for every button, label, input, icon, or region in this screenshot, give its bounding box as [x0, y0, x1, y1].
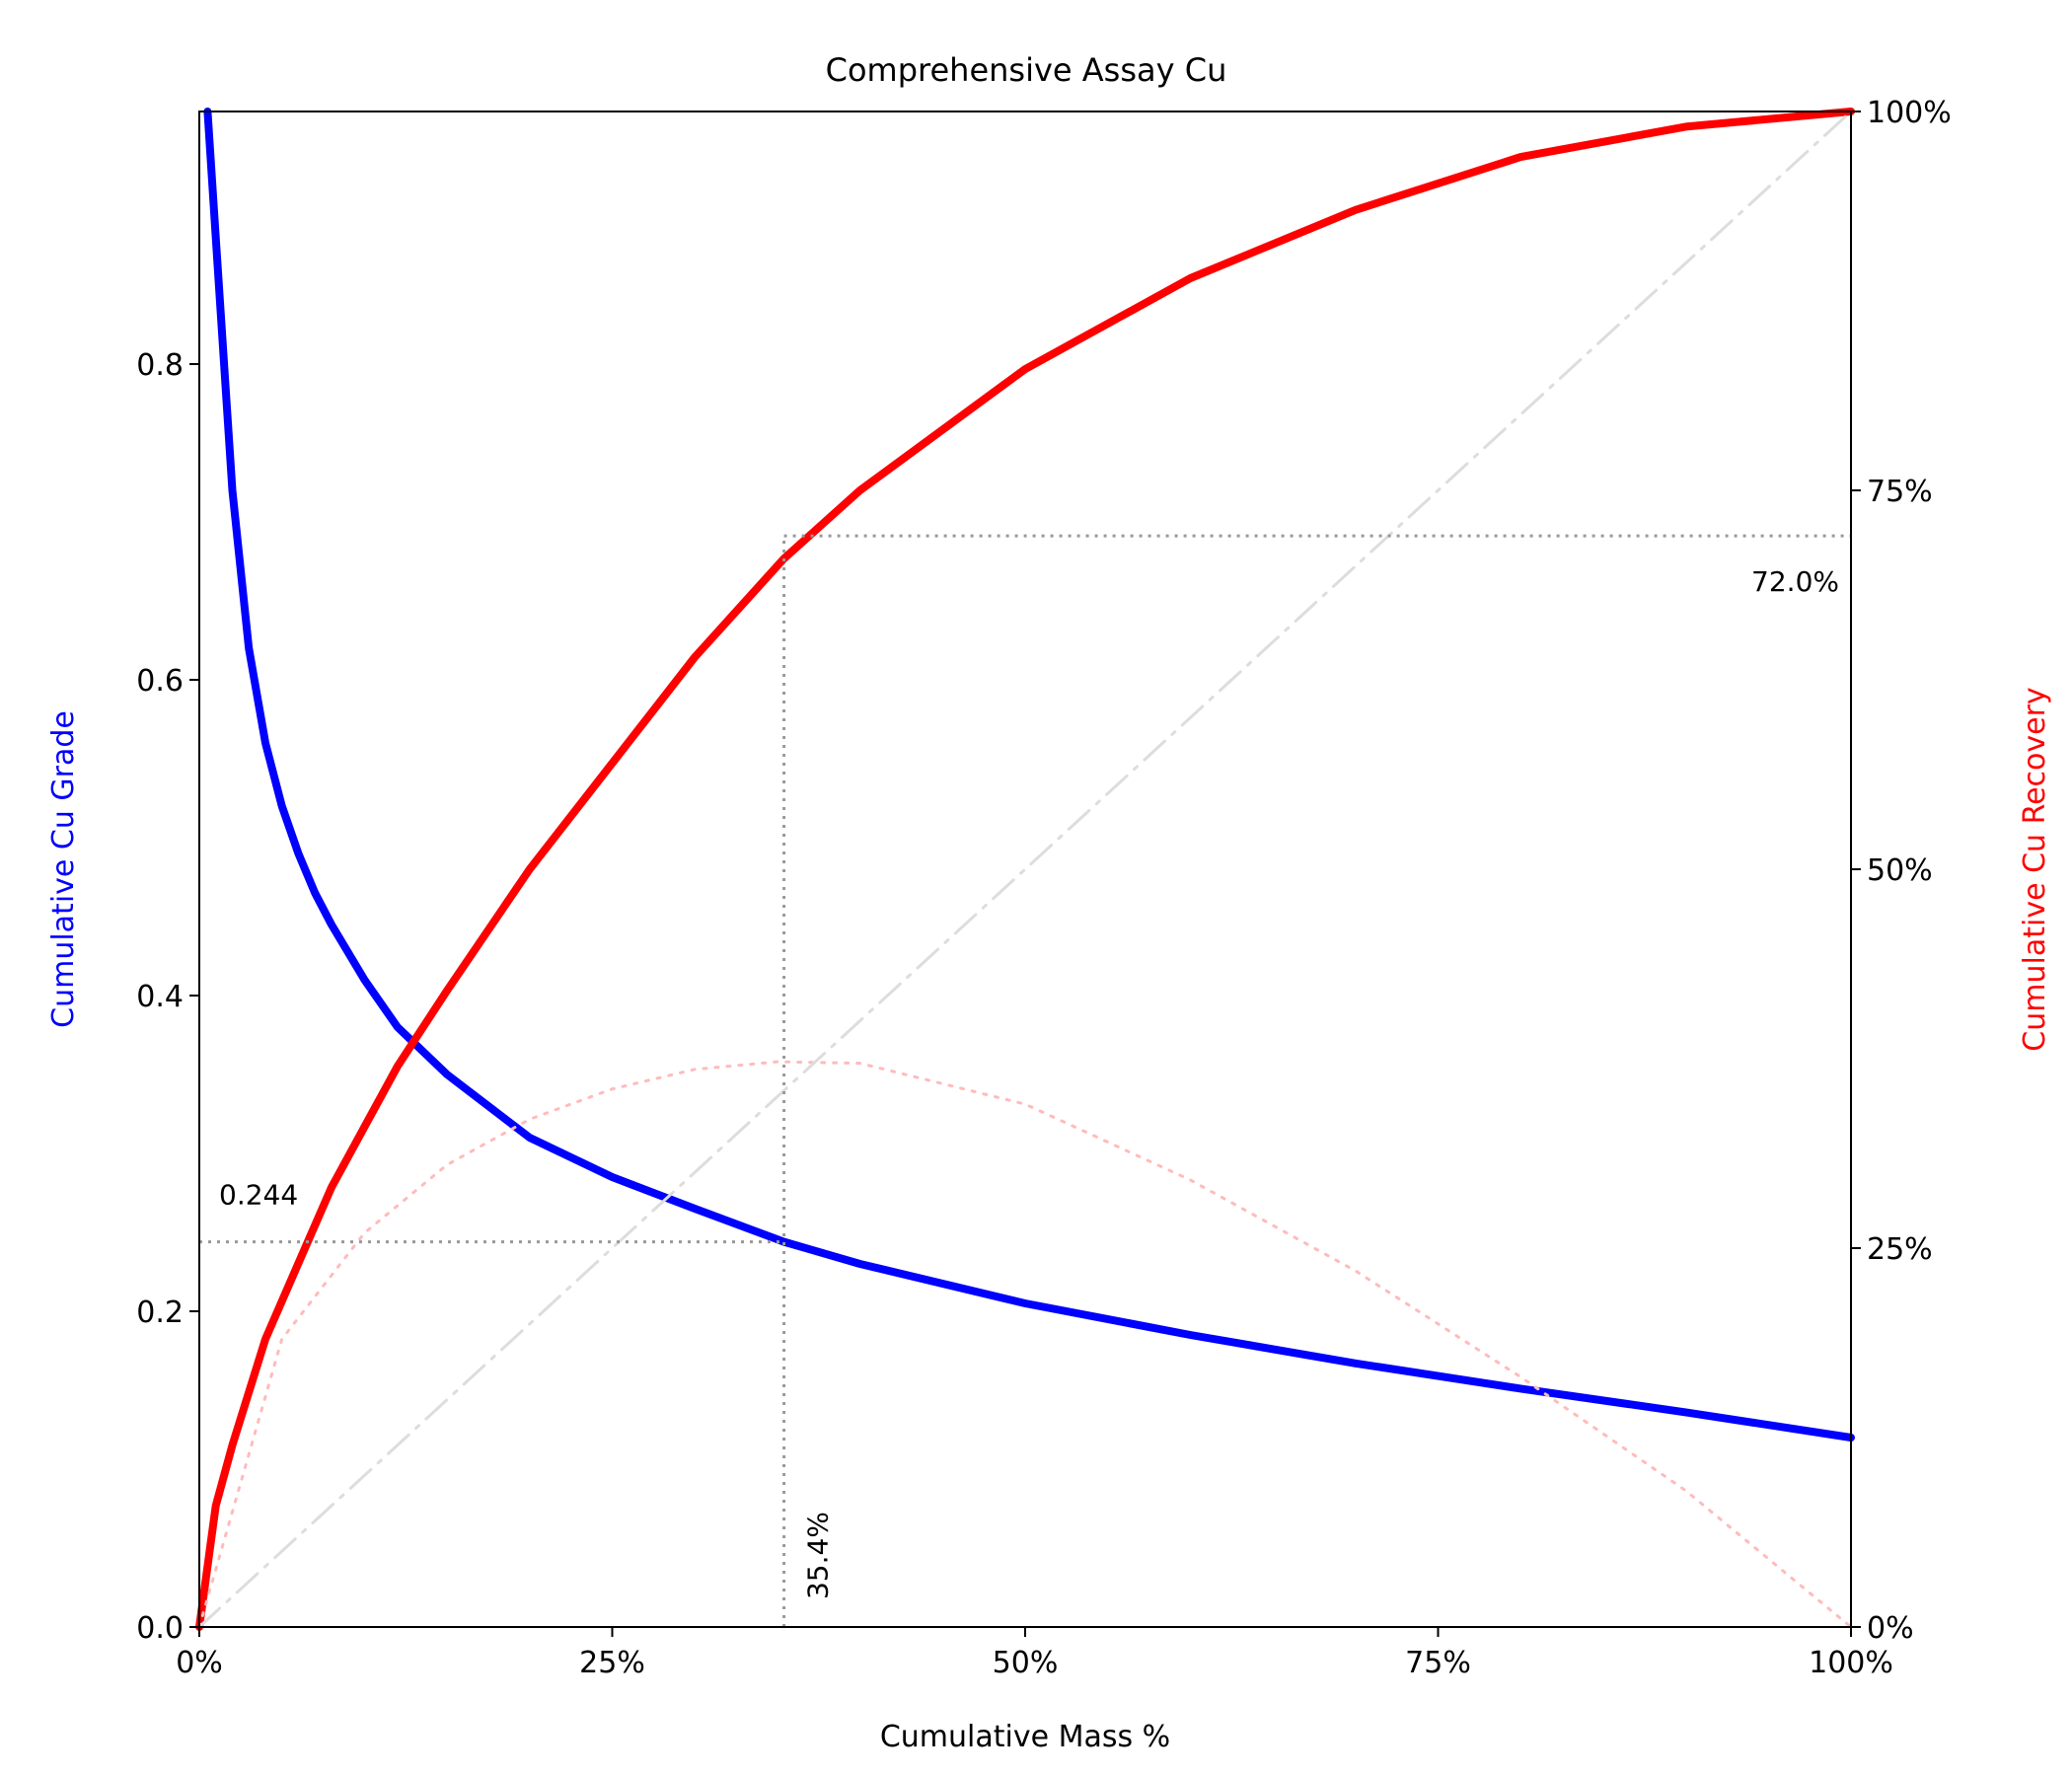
- right-tick-label: 100%: [1867, 96, 1952, 130]
- recovery-annotation: 72.0%: [1751, 565, 1839, 598]
- x-tick-label: 0%: [176, 1646, 223, 1680]
- left-tick-label: 0.8: [136, 348, 184, 383]
- left-tick-label: 0.2: [136, 1295, 184, 1330]
- left-tick-label: 0.0: [136, 1611, 184, 1646]
- chart-title: Comprehensive Assay Cu: [826, 51, 1227, 89]
- left-axis-ticks: 0.0 0.2 0.4 0.6 0.8: [136, 348, 199, 1646]
- right-tick-label: 25%: [1867, 1232, 1933, 1267]
- reference-lines-layer: [199, 534, 1851, 1627]
- x-tick-label: 100%: [1809, 1646, 1893, 1680]
- right-axis-label: Cumulative Cu Recovery: [2018, 687, 2052, 1051]
- x-tick-label: 25%: [579, 1646, 645, 1680]
- right-tick-label: 50%: [1867, 853, 1933, 888]
- mass-annotation: 35.4%: [802, 1512, 835, 1599]
- series-layer: [195, 108, 1855, 1631]
- right-tick-label: 0%: [1867, 1611, 1914, 1646]
- recovery-curve: [195, 108, 1855, 1631]
- x-axis-label: Cumulative Mass %: [880, 1720, 1170, 1754]
- left-tick-label: 0.6: [136, 664, 184, 699]
- right-axis-ticks: 0% 25% 50% 75% 100%: [1851, 96, 1952, 1646]
- x-tick-label: 50%: [993, 1646, 1059, 1680]
- left-axis-label: Cumulative Cu Grade: [46, 710, 81, 1028]
- right-tick-label: 75%: [1867, 475, 1933, 509]
- grade-annotation: 0.244: [219, 1179, 298, 1212]
- left-tick-label: 0.4: [136, 980, 184, 1014]
- x-tick-label: 75%: [1405, 1646, 1471, 1680]
- diagonal-line: [197, 110, 1853, 1629]
- grade-curve: [203, 108, 1855, 1442]
- difference-curve: [197, 1060, 1853, 1629]
- x-axis-ticks: 0% 25% 50% 75% 100%: [176, 1627, 1893, 1680]
